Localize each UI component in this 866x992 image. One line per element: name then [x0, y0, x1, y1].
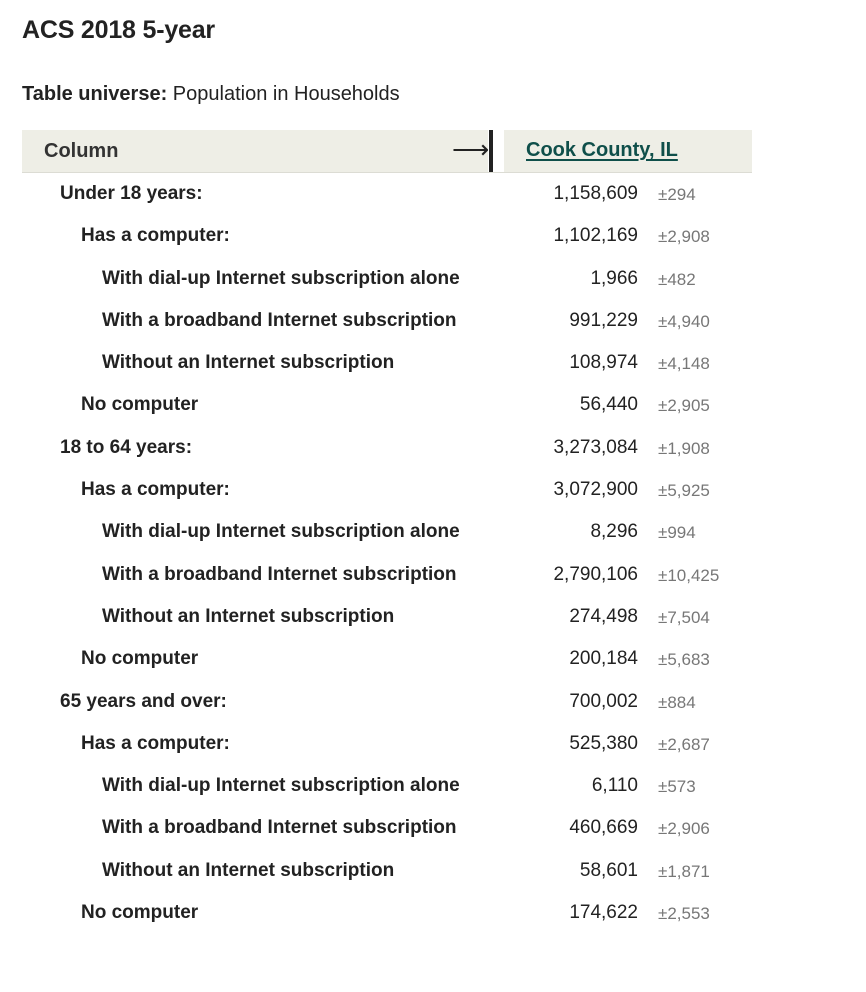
row-margin-of-error: ±573	[658, 777, 696, 797]
row-value: 700,002	[569, 690, 638, 712]
row-value: 1,102,169	[553, 225, 638, 247]
row-value: 2,790,106	[553, 563, 638, 585]
row-label: 65 years and over:	[60, 690, 227, 712]
row-label: Without an Internet subscription	[102, 859, 395, 881]
table-row: With dial-up Internet subscription alone…	[22, 513, 752, 555]
row-label: With dial-up Internet subscription alone	[102, 775, 460, 797]
row-label: No computer	[81, 902, 199, 924]
row-label: Without an Internet subscription	[102, 605, 395, 627]
row-value: 274,498	[569, 605, 638, 627]
row-label: Has a computer:	[81, 479, 230, 501]
row-margin-of-error: ±1,871	[658, 861, 710, 881]
row-margin-of-error: ±2,906	[658, 819, 710, 839]
table-row: With a broadband Internet subscription 2,…	[22, 556, 752, 598]
page-title: ACS 2018 5-year	[22, 16, 215, 44]
header-divider	[489, 130, 493, 172]
table-universe: Table universe: Population in Households	[22, 83, 400, 106]
table-row: 18 to 64 years: 3,273,084 ±1,908	[22, 429, 752, 471]
row-margin-of-error: ±10,425	[658, 565, 720, 585]
table-row: Has a computer: 3,072,900 ±5,925	[22, 471, 752, 513]
table-row: No computer 56,440 ±2,905	[22, 386, 752, 428]
table-row: Under 18 years: 1,158,609 ±294	[22, 175, 752, 217]
row-label: No computer	[81, 648, 199, 670]
table-row: Without an Internet subscription 108,974 ±…	[22, 344, 752, 386]
column-header-label: Column	[44, 140, 119, 162]
table-row: Without an Internet subscription 58,601 ±1…	[22, 852, 752, 894]
table-row: Has a computer: 525,380 ±2,687	[22, 725, 752, 767]
row-margin-of-error: ±5,683	[658, 650, 710, 670]
row-label: With a broadband Internet subscription	[102, 563, 457, 585]
row-label: With a broadband Internet subscription	[102, 817, 457, 839]
table-row: 65 years and over: 700,002 ±884	[22, 683, 752, 725]
table-row: With a broadband Internet subscription 99…	[22, 302, 752, 344]
row-value: 991,229	[569, 309, 638, 331]
table-row: Has a computer: 1,102,169 ±2,908	[22, 217, 752, 259]
row-value: 3,072,900	[553, 479, 638, 501]
row-margin-of-error: ±2,687	[658, 734, 710, 754]
row-margin-of-error: ±7,504	[658, 607, 710, 627]
row-margin-of-error: ±2,553	[658, 904, 710, 924]
row-margin-of-error: ±2,905	[658, 396, 710, 416]
row-value: 525,380	[569, 732, 638, 754]
table-row: With a broadband Internet subscription 46…	[22, 809, 752, 851]
table-row: With dial-up Internet subscription alone…	[22, 260, 752, 302]
row-value: 200,184	[569, 648, 638, 670]
row-label: Without an Internet subscription	[102, 352, 395, 374]
row-label: Under 18 years:	[60, 183, 203, 204]
row-margin-of-error: ±4,940	[658, 311, 710, 331]
row-margin-of-error: ±1,908	[658, 438, 710, 458]
row-label: 18 to 64 years:	[60, 436, 193, 458]
row-value: 108,974	[569, 352, 638, 374]
row-margin-of-error: ±482	[658, 269, 696, 289]
row-value: 460,669	[569, 817, 638, 839]
row-label: Has a computer:	[81, 732, 230, 754]
row-value: 1,158,609	[553, 183, 638, 204]
table-row: Without an Internet subscription 274,498 ±…	[22, 598, 752, 640]
table-body: Under 18 years: 1,158,609 ±294 Has a comput…	[22, 175, 752, 936]
row-margin-of-error: ±294	[658, 185, 696, 204]
row-value: 3,273,084	[553, 436, 638, 458]
table-universe-value: Population in Households	[172, 83, 400, 105]
row-label: With dial-up Internet subscription alone	[102, 267, 460, 289]
table-header: Column ⟶ Cook County, IL	[22, 130, 752, 173]
row-value: 1,966	[590, 267, 638, 289]
row-value: 56,440	[579, 394, 638, 416]
row-margin-of-error: ±5,925	[658, 481, 710, 501]
row-label: With dial-up Internet subscription alone	[102, 521, 460, 543]
header-rule	[22, 172, 752, 173]
row-value: 174,622	[569, 902, 638, 924]
data-table: Column ⟶ Cook County, IL Under 18 years:…	[22, 130, 752, 923]
row-value: 6,110	[591, 775, 638, 797]
table-row: With dial-up Internet subscription alone…	[22, 767, 752, 809]
geography-link[interactable]: Cook County, IL	[526, 139, 678, 161]
row-value: 8,296	[590, 521, 638, 543]
geography-header-cell: Cook County, IL	[504, 130, 752, 172]
row-value: 58,601	[579, 859, 638, 881]
row-label: With a broadband Internet subscription	[102, 309, 457, 331]
table-row: No computer 200,184 ±5,683	[22, 640, 752, 682]
row-margin-of-error: ±2,908	[658, 227, 710, 247]
row-margin-of-error: ±994	[658, 523, 696, 543]
right-arrow-icon: ⟶	[452, 134, 490, 164]
row-label: No computer	[81, 394, 199, 416]
column-header-cell: Column ⟶	[22, 130, 490, 172]
row-margin-of-error: ±4,148	[658, 354, 710, 374]
table-row: No computer 174,622 ±2,553	[22, 894, 752, 936]
row-margin-of-error: ±884	[658, 692, 696, 712]
row-label: Has a computer:	[81, 225, 230, 247]
table-universe-label: Table universe:	[22, 83, 168, 105]
